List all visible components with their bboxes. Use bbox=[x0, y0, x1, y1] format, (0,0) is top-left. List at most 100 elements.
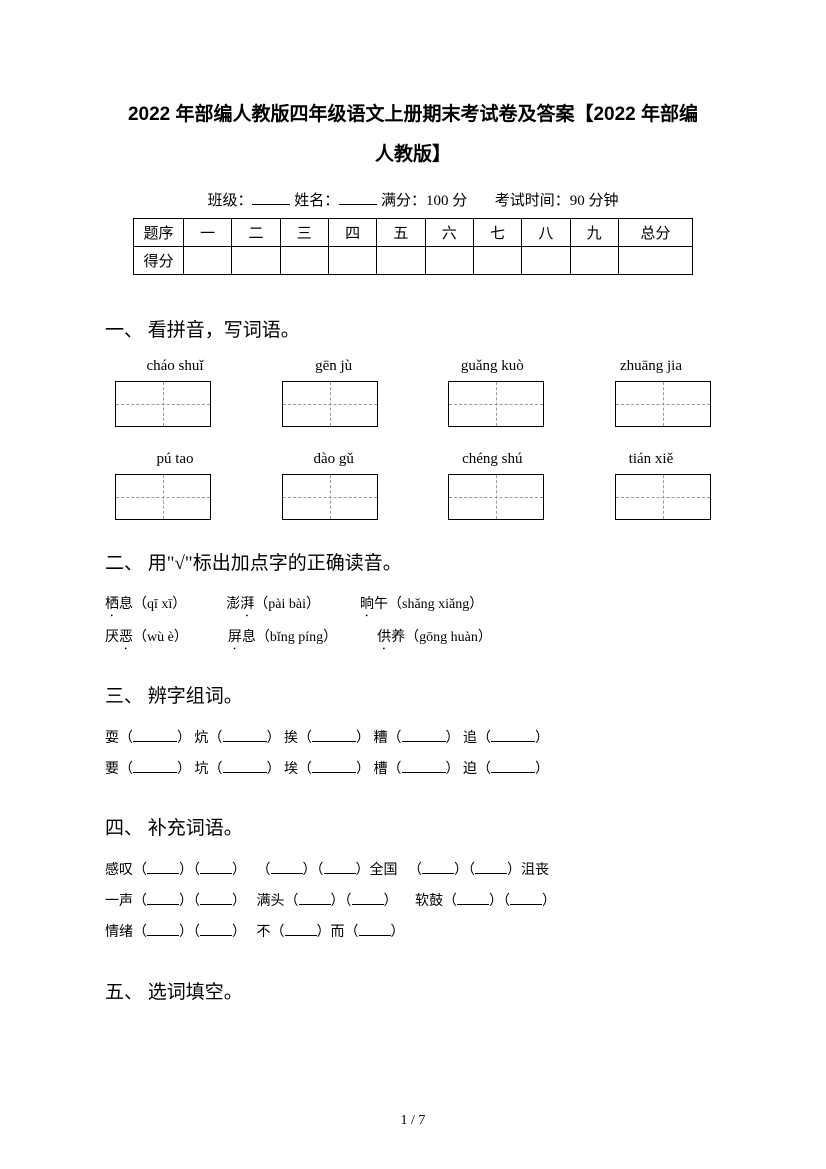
write-box[interactable] bbox=[115, 381, 211, 427]
class-blank[interactable] bbox=[252, 190, 290, 205]
blank[interactable] bbox=[285, 922, 317, 936]
dotted-char: 晌 bbox=[360, 597, 374, 612]
q2-item: 厌恶（wù è） bbox=[105, 624, 188, 653]
blank[interactable] bbox=[352, 891, 384, 905]
dotted-char: 恶 bbox=[119, 630, 133, 645]
blank[interactable] bbox=[133, 759, 177, 773]
cell-blank[interactable] bbox=[232, 246, 280, 274]
title-line-2: 人教版】 bbox=[105, 140, 721, 170]
write-box[interactable] bbox=[282, 474, 378, 520]
score-table: 题序 一 二 三 四 五 六 七 八 九 总分 得分 bbox=[133, 218, 693, 275]
q4-text: 而 bbox=[331, 925, 345, 940]
q4-text: 满头 bbox=[257, 894, 285, 909]
blank[interactable] bbox=[475, 860, 507, 874]
cell: 二 bbox=[232, 218, 280, 246]
dotted-char: 栖 bbox=[105, 597, 119, 612]
blank[interactable] bbox=[491, 728, 535, 742]
blank[interactable] bbox=[147, 922, 179, 936]
blank[interactable] bbox=[223, 728, 267, 742]
q4-heading: 四、 补充词语。 bbox=[105, 813, 721, 840]
q2-row: 厌恶（wù è） 屏息（bǐng píng） 供养（gōng huàn） bbox=[105, 624, 721, 653]
fullscore-value: 100 分 bbox=[426, 193, 467, 209]
blank[interactable] bbox=[200, 860, 232, 874]
blank[interactable] bbox=[457, 891, 489, 905]
q3-char: 要 bbox=[105, 762, 119, 777]
cell-blank[interactable] bbox=[328, 246, 376, 274]
blank[interactable] bbox=[491, 759, 535, 773]
q2-item: 供养（gōng huàn） bbox=[377, 624, 492, 653]
q4-text: 沮丧 bbox=[521, 863, 549, 878]
q3-heading: 三、 辨字组词。 bbox=[105, 681, 721, 708]
cell-blank[interactable] bbox=[522, 246, 570, 274]
q2-item: 栖息（qī xī） bbox=[105, 591, 186, 620]
write-box[interactable] bbox=[615, 381, 711, 427]
cell: 三 bbox=[280, 218, 328, 246]
dotted-char: 供 bbox=[377, 630, 391, 645]
blank[interactable] bbox=[312, 728, 356, 742]
cell: 七 bbox=[473, 218, 521, 246]
q3-char: 坑 bbox=[195, 762, 209, 777]
pinyin-label: tián xiě bbox=[591, 451, 711, 468]
q4-text: 不 bbox=[257, 925, 271, 940]
blank[interactable] bbox=[147, 860, 179, 874]
q4-text: 软鼓 bbox=[415, 894, 443, 909]
cell-blank[interactable] bbox=[425, 246, 473, 274]
q4-line: 情绪（）（） 不（）而（） bbox=[105, 918, 721, 949]
exam-info-line: 班级： 姓名： 满分：100 分 考试时间：90 分钟 bbox=[105, 189, 721, 210]
blank[interactable] bbox=[147, 891, 179, 905]
write-box[interactable] bbox=[448, 474, 544, 520]
q3-container: 耍（） 炕（） 挨（） 糟（） 追（） 要（） 坑（） 埃（） 槽（） 迫（） bbox=[105, 724, 721, 786]
q4-line: 感叹（）（） （）（）全国 （）（）沮丧 bbox=[105, 856, 721, 887]
write-box[interactable] bbox=[282, 381, 378, 427]
q4-text: 感叹 bbox=[105, 863, 133, 878]
cell-blank[interactable] bbox=[184, 246, 232, 274]
q3-row: 要（） 坑（） 埃（） 槽（） 迫（） bbox=[105, 755, 721, 786]
write-box[interactable] bbox=[615, 474, 711, 520]
blank[interactable] bbox=[223, 759, 267, 773]
write-box[interactable] bbox=[448, 381, 544, 427]
q3-char: 糟 bbox=[374, 731, 388, 746]
blank[interactable] bbox=[402, 759, 446, 773]
blank[interactable] bbox=[133, 728, 177, 742]
dotted-char: 屏 bbox=[228, 630, 242, 645]
q2-container: 栖息（qī xī）澎湃（pài bài）晌午（shǎng xiǎng） 厌恶（wù… bbox=[105, 591, 721, 653]
q3-row: 耍（） 炕（） 挨（） 糟（） 追（） bbox=[105, 724, 721, 755]
pinyin-label: gēn jù bbox=[274, 358, 394, 375]
cell: 八 bbox=[522, 218, 570, 246]
cell-blank[interactable] bbox=[473, 246, 521, 274]
cell: 四 bbox=[328, 218, 376, 246]
blank[interactable] bbox=[324, 860, 356, 874]
write-box[interactable] bbox=[115, 474, 211, 520]
blank[interactable] bbox=[510, 891, 542, 905]
q3-char: 迫 bbox=[463, 762, 477, 777]
cell-blank[interactable] bbox=[618, 246, 692, 274]
name-blank[interactable] bbox=[339, 190, 377, 205]
class-label: 班级： bbox=[207, 193, 252, 209]
q5-heading: 五、 选词填空。 bbox=[105, 977, 721, 1004]
cell-blank[interactable] bbox=[280, 246, 328, 274]
cell: 得分 bbox=[134, 246, 184, 274]
q2-item: 屏息（bǐng píng） bbox=[228, 624, 337, 653]
cell: 五 bbox=[377, 218, 425, 246]
q4-text: 全国 bbox=[370, 863, 398, 878]
blank[interactable] bbox=[422, 860, 454, 874]
q4-line: 一声（）（） 满头（）（） 软鼓（）（） bbox=[105, 887, 721, 918]
blank[interactable] bbox=[271, 860, 303, 874]
title-line-1: 2022 年部编人教版四年级语文上册期末考试卷及答案【2022 年部编 bbox=[105, 100, 721, 130]
writebox-row bbox=[105, 474, 721, 520]
table-row: 题序 一 二 三 四 五 六 七 八 九 总分 bbox=[134, 218, 693, 246]
blank[interactable] bbox=[299, 891, 331, 905]
blank[interactable] bbox=[200, 922, 232, 936]
pinyin-label: dào gǔ bbox=[274, 451, 394, 468]
q2-row: 栖息（qī xī）澎湃（pài bài）晌午（shǎng xiǎng） bbox=[105, 591, 721, 620]
cell: 题序 bbox=[134, 218, 184, 246]
blank[interactable] bbox=[312, 759, 356, 773]
cell-blank[interactable] bbox=[377, 246, 425, 274]
cell: 九 bbox=[570, 218, 618, 246]
cell-blank[interactable] bbox=[570, 246, 618, 274]
blank[interactable] bbox=[200, 891, 232, 905]
cell: 六 bbox=[425, 218, 473, 246]
blank[interactable] bbox=[359, 922, 391, 936]
blank[interactable] bbox=[402, 728, 446, 742]
examtime-value: 90 分钟 bbox=[570, 193, 619, 209]
